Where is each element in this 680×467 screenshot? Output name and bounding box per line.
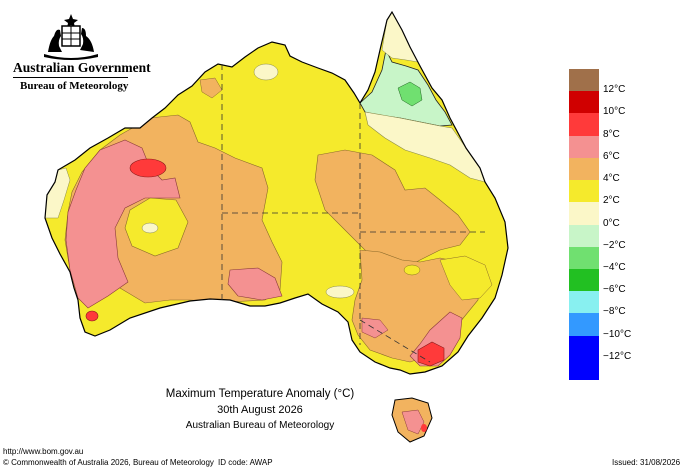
color-legend bbox=[569, 69, 599, 380]
footer-id-code: ID code: AWAP bbox=[218, 458, 273, 467]
legend-swatch bbox=[569, 91, 599, 114]
legend-label: 6°C bbox=[603, 150, 620, 162]
legend-swatch bbox=[569, 157, 599, 181]
government-title: Australian Government bbox=[13, 60, 151, 75]
legend-swatch bbox=[569, 135, 599, 159]
footer-copyright: © Commonwealth of Australia 2026, Bureau… bbox=[3, 458, 214, 467]
map-title: Maximum Temperature Anomaly (°C) bbox=[165, 388, 355, 400]
footer-issued: Issued: 31/08/2026 bbox=[612, 458, 680, 467]
legend-swatch bbox=[569, 268, 599, 292]
map-date: 30th August 2026 bbox=[217, 404, 303, 416]
legend-label: −2°C bbox=[603, 239, 626, 251]
legend-swatch bbox=[569, 180, 599, 203]
map-source: Australian Bureau of Meteorology bbox=[185, 420, 335, 431]
legend-label: 4°C bbox=[603, 173, 620, 185]
bureau-title: Bureau of Meteorology bbox=[20, 80, 129, 92]
legend-label: 0°C bbox=[603, 217, 620, 229]
legend-swatch bbox=[569, 291, 599, 314]
legend-swatch bbox=[569, 113, 599, 137]
legend-swatch bbox=[569, 224, 599, 248]
legend-swatch bbox=[569, 357, 599, 380]
legend-swatch bbox=[569, 69, 599, 92]
legend-swatch bbox=[569, 202, 599, 225]
legend-label: −10°C bbox=[603, 328, 632, 340]
legend-label: −4°C bbox=[603, 261, 626, 273]
title-divider bbox=[13, 77, 128, 78]
legend-label: 12°C bbox=[603, 84, 626, 96]
legend-swatch bbox=[569, 246, 599, 270]
legend-label: −8°C bbox=[603, 306, 626, 318]
legend-label: 10°C bbox=[603, 106, 626, 118]
legend-swatch bbox=[569, 335, 599, 359]
legend-label: 2°C bbox=[603, 195, 620, 207]
footer-url[interactable]: http://www.bom.gov.au bbox=[3, 447, 84, 456]
legend-label: −12°C bbox=[603, 350, 632, 362]
legend-swatch bbox=[569, 313, 599, 337]
coat-of-arms-logo bbox=[44, 14, 98, 60]
legend-label: 8°C bbox=[603, 128, 620, 140]
legend-label: −6°C bbox=[603, 284, 626, 296]
